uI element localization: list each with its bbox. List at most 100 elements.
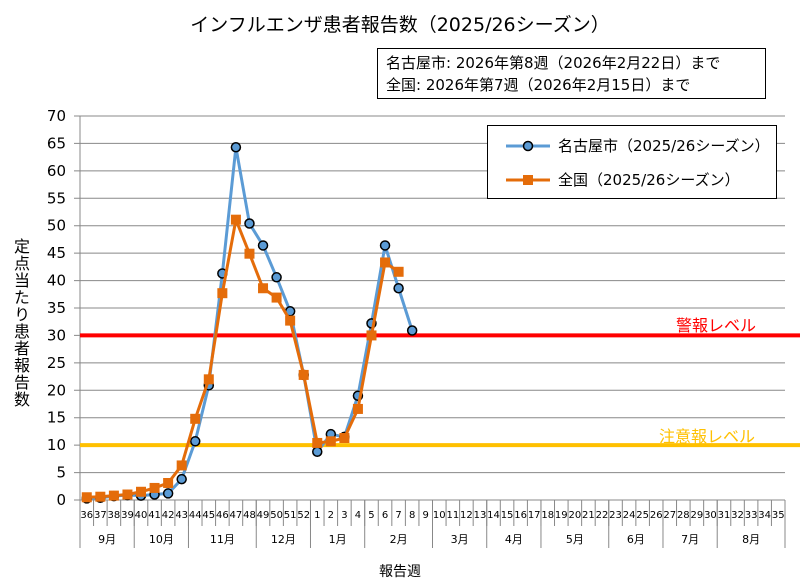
y-tick-label: 25: [47, 354, 66, 372]
y-axis-label: 定点当たり患者報告数: [11, 238, 30, 408]
x-tick-label: 36: [80, 510, 93, 521]
x-tick-label: 8: [409, 510, 415, 521]
x-tick-label: 7: [395, 510, 401, 521]
month-label: 4月: [505, 533, 523, 546]
x-axis-label: 報告週: [379, 564, 421, 580]
data-point-national: [312, 437, 323, 448]
x-tick-label: 21: [582, 510, 595, 521]
x-tick-label: 19: [555, 510, 568, 521]
y-tick-label: 10: [47, 436, 66, 454]
y-tick-label: 60: [47, 162, 66, 180]
x-tick-label: 45: [202, 510, 215, 521]
x-tick-label: 44: [189, 510, 202, 521]
x-tick-label: 26: [650, 510, 663, 521]
x-tick-label: 3: [341, 510, 347, 521]
data-point-nagoya: [230, 142, 242, 153]
y-tick-label: 55: [47, 189, 66, 207]
data-point-national: [81, 492, 92, 503]
data-point-national: [190, 413, 201, 424]
month-label: 10月: [149, 533, 174, 546]
month-label: 11月: [210, 533, 235, 546]
info-box: 名古屋市: 2026年第8週（2026年2月22日）まで 全国: 2026年第7…: [377, 48, 766, 99]
chart-title: インフルエンザ患者報告数（2025/26シーズン）: [190, 14, 610, 36]
x-tick-label: 20: [568, 510, 581, 521]
month-label: 1月: [329, 533, 347, 546]
legend-circle-marker-icon: [522, 140, 534, 152]
legend-item-nagoya: 名古屋市（2025/26シーズン）: [558, 137, 770, 155]
x-tick-label: 1: [314, 510, 320, 521]
x-tick-label: 34: [758, 510, 771, 521]
data-point-nagoya: [162, 488, 174, 499]
x-tick-label: 33: [745, 510, 758, 521]
x-tick-label: 47: [230, 510, 243, 521]
data-point-national: [366, 330, 377, 341]
y-tick-label: 45: [47, 244, 66, 262]
legend: 名古屋市（2025/26シーズン） 全国（2025/26シーズン）: [487, 125, 777, 199]
x-tick-label: 31: [718, 510, 731, 521]
x-tick-label: 38: [108, 510, 121, 521]
x-tick-label: 37: [94, 510, 107, 521]
data-point-national: [244, 248, 255, 259]
x-tick-label: 23: [609, 510, 622, 521]
x-tick-label: 6: [382, 510, 388, 521]
data-point-nagoya: [176, 473, 187, 485]
y-tick-label: 70: [47, 107, 66, 125]
month-label: 8月: [742, 533, 760, 546]
x-tick-label: 40: [135, 510, 148, 521]
x-tick-label: 12: [460, 510, 473, 521]
data-point-nagoya: [379, 240, 391, 251]
warning-level-label: 注意報レベル: [659, 427, 756, 446]
x-tick-label: 27: [663, 510, 676, 521]
data-point-national: [136, 486, 147, 497]
data-point-national: [271, 292, 282, 303]
data-point-national: [380, 257, 391, 268]
x-tick-label: 51: [284, 510, 297, 521]
month-label: 7月: [681, 533, 699, 546]
x-tick-label: 48: [243, 510, 256, 521]
x-tick-label: 18: [541, 510, 554, 521]
x-tick-label: 13: [474, 510, 487, 521]
month-label: 5月: [566, 533, 584, 546]
data-point-national: [258, 283, 269, 294]
data-point-nagoya: [393, 283, 404, 294]
legend-item-national: 全国（2025/26シーズン）: [558, 171, 740, 189]
x-tick-label: 35: [772, 510, 785, 521]
x-tick-label: 15: [501, 510, 514, 521]
x-tick-label: 42: [162, 510, 175, 521]
month-label: 6月: [627, 533, 645, 546]
data-point-national: [149, 482, 160, 493]
data-point-national: [108, 490, 119, 501]
x-tick-label: 50: [270, 510, 283, 521]
data-point-national: [393, 266, 404, 277]
x-tick-label: 30: [704, 510, 717, 521]
data-point-nagoya: [312, 446, 323, 457]
x-tick-label: 16: [514, 510, 527, 521]
y-tick-label: 30: [47, 326, 66, 344]
data-point-nagoya: [271, 272, 282, 283]
x-tick-label: 14: [487, 510, 500, 521]
data-point-national: [298, 369, 309, 380]
x-tick-label: 41: [148, 510, 161, 521]
data-point-nagoya: [406, 325, 418, 336]
y-tick-label: 65: [47, 134, 66, 152]
x-tick-label: 2: [328, 510, 334, 521]
legend-markers: [506, 140, 550, 185]
x-tick-label: 24: [623, 510, 636, 521]
data-point-national: [339, 433, 350, 444]
x-tick-label: 11: [446, 510, 459, 521]
y-tick-label: 20: [47, 381, 66, 399]
x-tick-label: 49: [257, 510, 270, 521]
info-line-national: 全国: 2026年第7週（2026年2月15日）まで: [386, 76, 691, 94]
month-label: 3月: [451, 533, 469, 546]
month-label: 2月: [390, 533, 408, 546]
alarm-level-label: 警報レベル: [676, 316, 757, 335]
data-point-nagoya: [244, 218, 255, 229]
data-point-national: [285, 315, 296, 326]
y-tick-label: 5: [56, 464, 66, 482]
x-tick-label: 22: [596, 510, 609, 521]
data-point-nagoya: [257, 240, 269, 251]
data-point-national: [217, 288, 228, 299]
month-label: 9月: [98, 533, 116, 546]
x-tick-label: 9: [423, 510, 429, 521]
